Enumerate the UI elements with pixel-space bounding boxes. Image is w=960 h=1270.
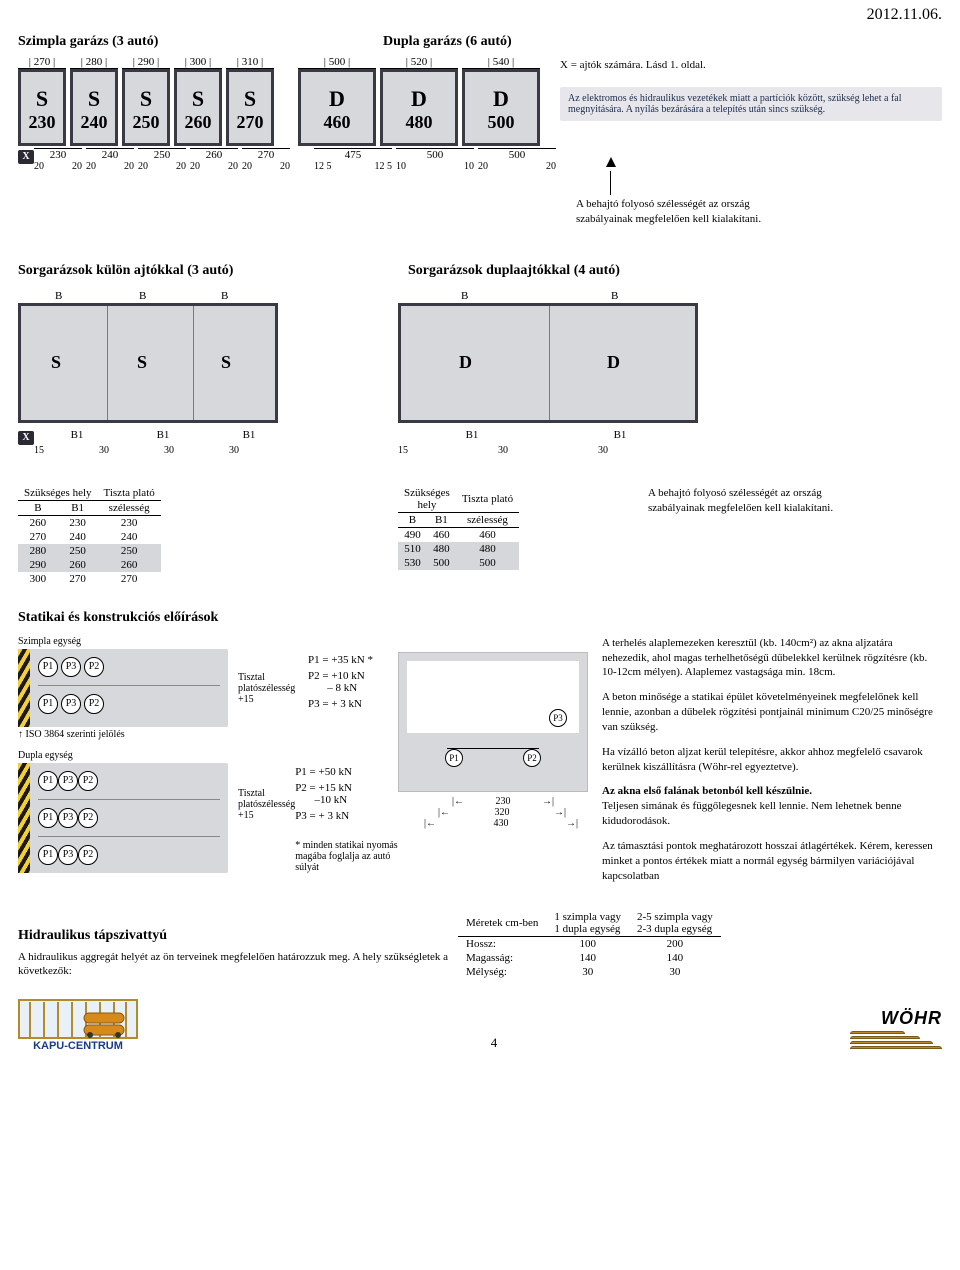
grey-info-box: Az elektromos és hidraulikus vezetékek m… xyxy=(560,87,942,121)
plan-view-diagram: P3 P1 P2 xyxy=(398,652,588,792)
table-row: Magasság:140140 xyxy=(458,951,721,965)
table-row: Mélység:3030 xyxy=(458,965,721,979)
table-row: 280250250 xyxy=(18,544,161,558)
module-box: S250 xyxy=(122,69,170,146)
p1-badge: P1 xyxy=(38,657,58,677)
iso-label: ↑ ISO 3864 szerinti jelölés xyxy=(18,729,228,740)
corridor-note-1: A behajtó folyosó szélességét az ország … xyxy=(576,197,766,227)
hazard-stripe-icon xyxy=(18,763,30,873)
p2-badge: P2 xyxy=(84,694,104,714)
statics-para-3: Ha vízálló beton aljzat kerül telepítésr… xyxy=(602,745,942,775)
svg-text:KAPU-CENTRUM: KAPU-CENTRUM xyxy=(33,1040,123,1051)
hydraulic-title: Hidraulikus tápszivattyú xyxy=(18,928,458,944)
kapu-centrum-logo-icon: KAPU-CENTRUM xyxy=(18,999,138,1051)
tiszta-label: Tisztal platószélesség xyxy=(238,672,308,694)
hydraulic-sub: A hidraulikus aggregát helyét az ön terv… xyxy=(18,950,458,980)
statics-para-4: Az akna első falának betonból kell készü… xyxy=(602,784,942,829)
row-garage-right-title: Sorgarázsok duplaajtókkal (4 autó) xyxy=(408,263,620,279)
p1-badge: P1 xyxy=(38,694,58,714)
table-row: 270240240 xyxy=(18,530,161,544)
module-box: S230 xyxy=(18,69,66,146)
x-note: X = ajtók számára. Lásd 1. oldal. xyxy=(560,58,942,73)
table-row: 510480480 xyxy=(398,542,519,556)
statics-simple-block: P1 P3 P2 P1 P3 P2 xyxy=(18,649,228,727)
corridor-note-2: A behajtó folyosó szélességét az ország … xyxy=(648,486,838,516)
module-box: S270 xyxy=(226,69,274,146)
row-garage-left-diagram: B B B S S S xyxy=(18,303,278,423)
p3-badge: P3 xyxy=(61,657,81,677)
table-row: 300270270 xyxy=(18,572,161,586)
statics-para-5: Az támasztási pontok meghatározott hossz… xyxy=(602,839,942,884)
plan-dim-230: 230 xyxy=(496,796,511,807)
simple-garage-diagram: | 270 |S230| 280 |S240| 290 |S250| 300 |… xyxy=(18,56,278,146)
row-garage-right-diagram: B B D D xyxy=(398,303,698,423)
table-row: 260230230 xyxy=(18,515,161,530)
module-box: S260 xyxy=(174,69,222,146)
table-right: Szükségeshely Tiszta plató BB1szélesség … xyxy=(398,486,519,570)
simple-garage-title: Szimpla garázs (3 autó) xyxy=(18,34,263,50)
arrow-up-icon xyxy=(606,157,616,167)
module-box: D460 xyxy=(298,69,376,146)
statics-para-1: A terhelés alaplemezeken keresztül (kb. … xyxy=(602,636,942,681)
double-unit-label: Dupla egység xyxy=(18,750,228,761)
force-p1-simple: P1 = +35 kN * xyxy=(308,654,373,666)
hazard-stripe-icon xyxy=(18,649,30,727)
footnote-star: * minden statikai nyomás magába foglalja… xyxy=(295,840,415,873)
plan-dim-320: 320 xyxy=(495,807,510,818)
table-row: 530500500 xyxy=(398,556,519,570)
module-box: D500 xyxy=(462,69,540,146)
force-p2-simple: P2 = +10 kN – 8 kN xyxy=(308,670,373,694)
row-garage-left-title: Sorgarázsok külön ajtókkal (3 autó) xyxy=(18,263,368,279)
tiszta-plus: +15 xyxy=(238,694,308,705)
statics-double-block: P1P3P2 P1P3P2 P1P3P2 xyxy=(18,763,228,873)
statics-title: Statikai és konstrukciós előírások xyxy=(18,610,942,626)
double-garage-title: Dupla garázs (6 autó) xyxy=(383,34,512,50)
table-left: Szükséges helyTiszta plató BB1szélesség … xyxy=(18,486,161,586)
hydraulic-table: Méretek cm-ben 1 szimpla vagy1 dupla egy… xyxy=(458,910,721,979)
double-garage-diagram: | 500 |D460| 520 |D480| 540 |D500 xyxy=(298,56,544,146)
table-row: 490460460 xyxy=(398,527,519,542)
module-box: S240 xyxy=(70,69,118,146)
p3-badge: P3 xyxy=(61,694,81,714)
table-row: 290260260 xyxy=(18,558,161,572)
module-box: D480 xyxy=(380,69,458,146)
arrow-stem xyxy=(610,171,611,195)
p2-badge: P2 xyxy=(84,657,104,677)
force-p3-simple: P3 = + 3 kN xyxy=(308,698,373,710)
wohr-logo-icon: WÖHR xyxy=(850,1008,942,1051)
x-badge-icon: X xyxy=(18,150,34,164)
date-stamp: 2012.11.06. xyxy=(867,6,942,24)
x-badge-icon-2: X xyxy=(18,431,34,445)
page-number: 4 xyxy=(491,1035,498,1051)
plan-dim-430: 430 xyxy=(494,818,509,829)
simple-unit-label: Szimpla egység xyxy=(18,636,228,647)
table-row: Hossz:100200 xyxy=(458,936,721,951)
statics-para-2: A beton minősége a statikai épület követ… xyxy=(602,690,942,735)
